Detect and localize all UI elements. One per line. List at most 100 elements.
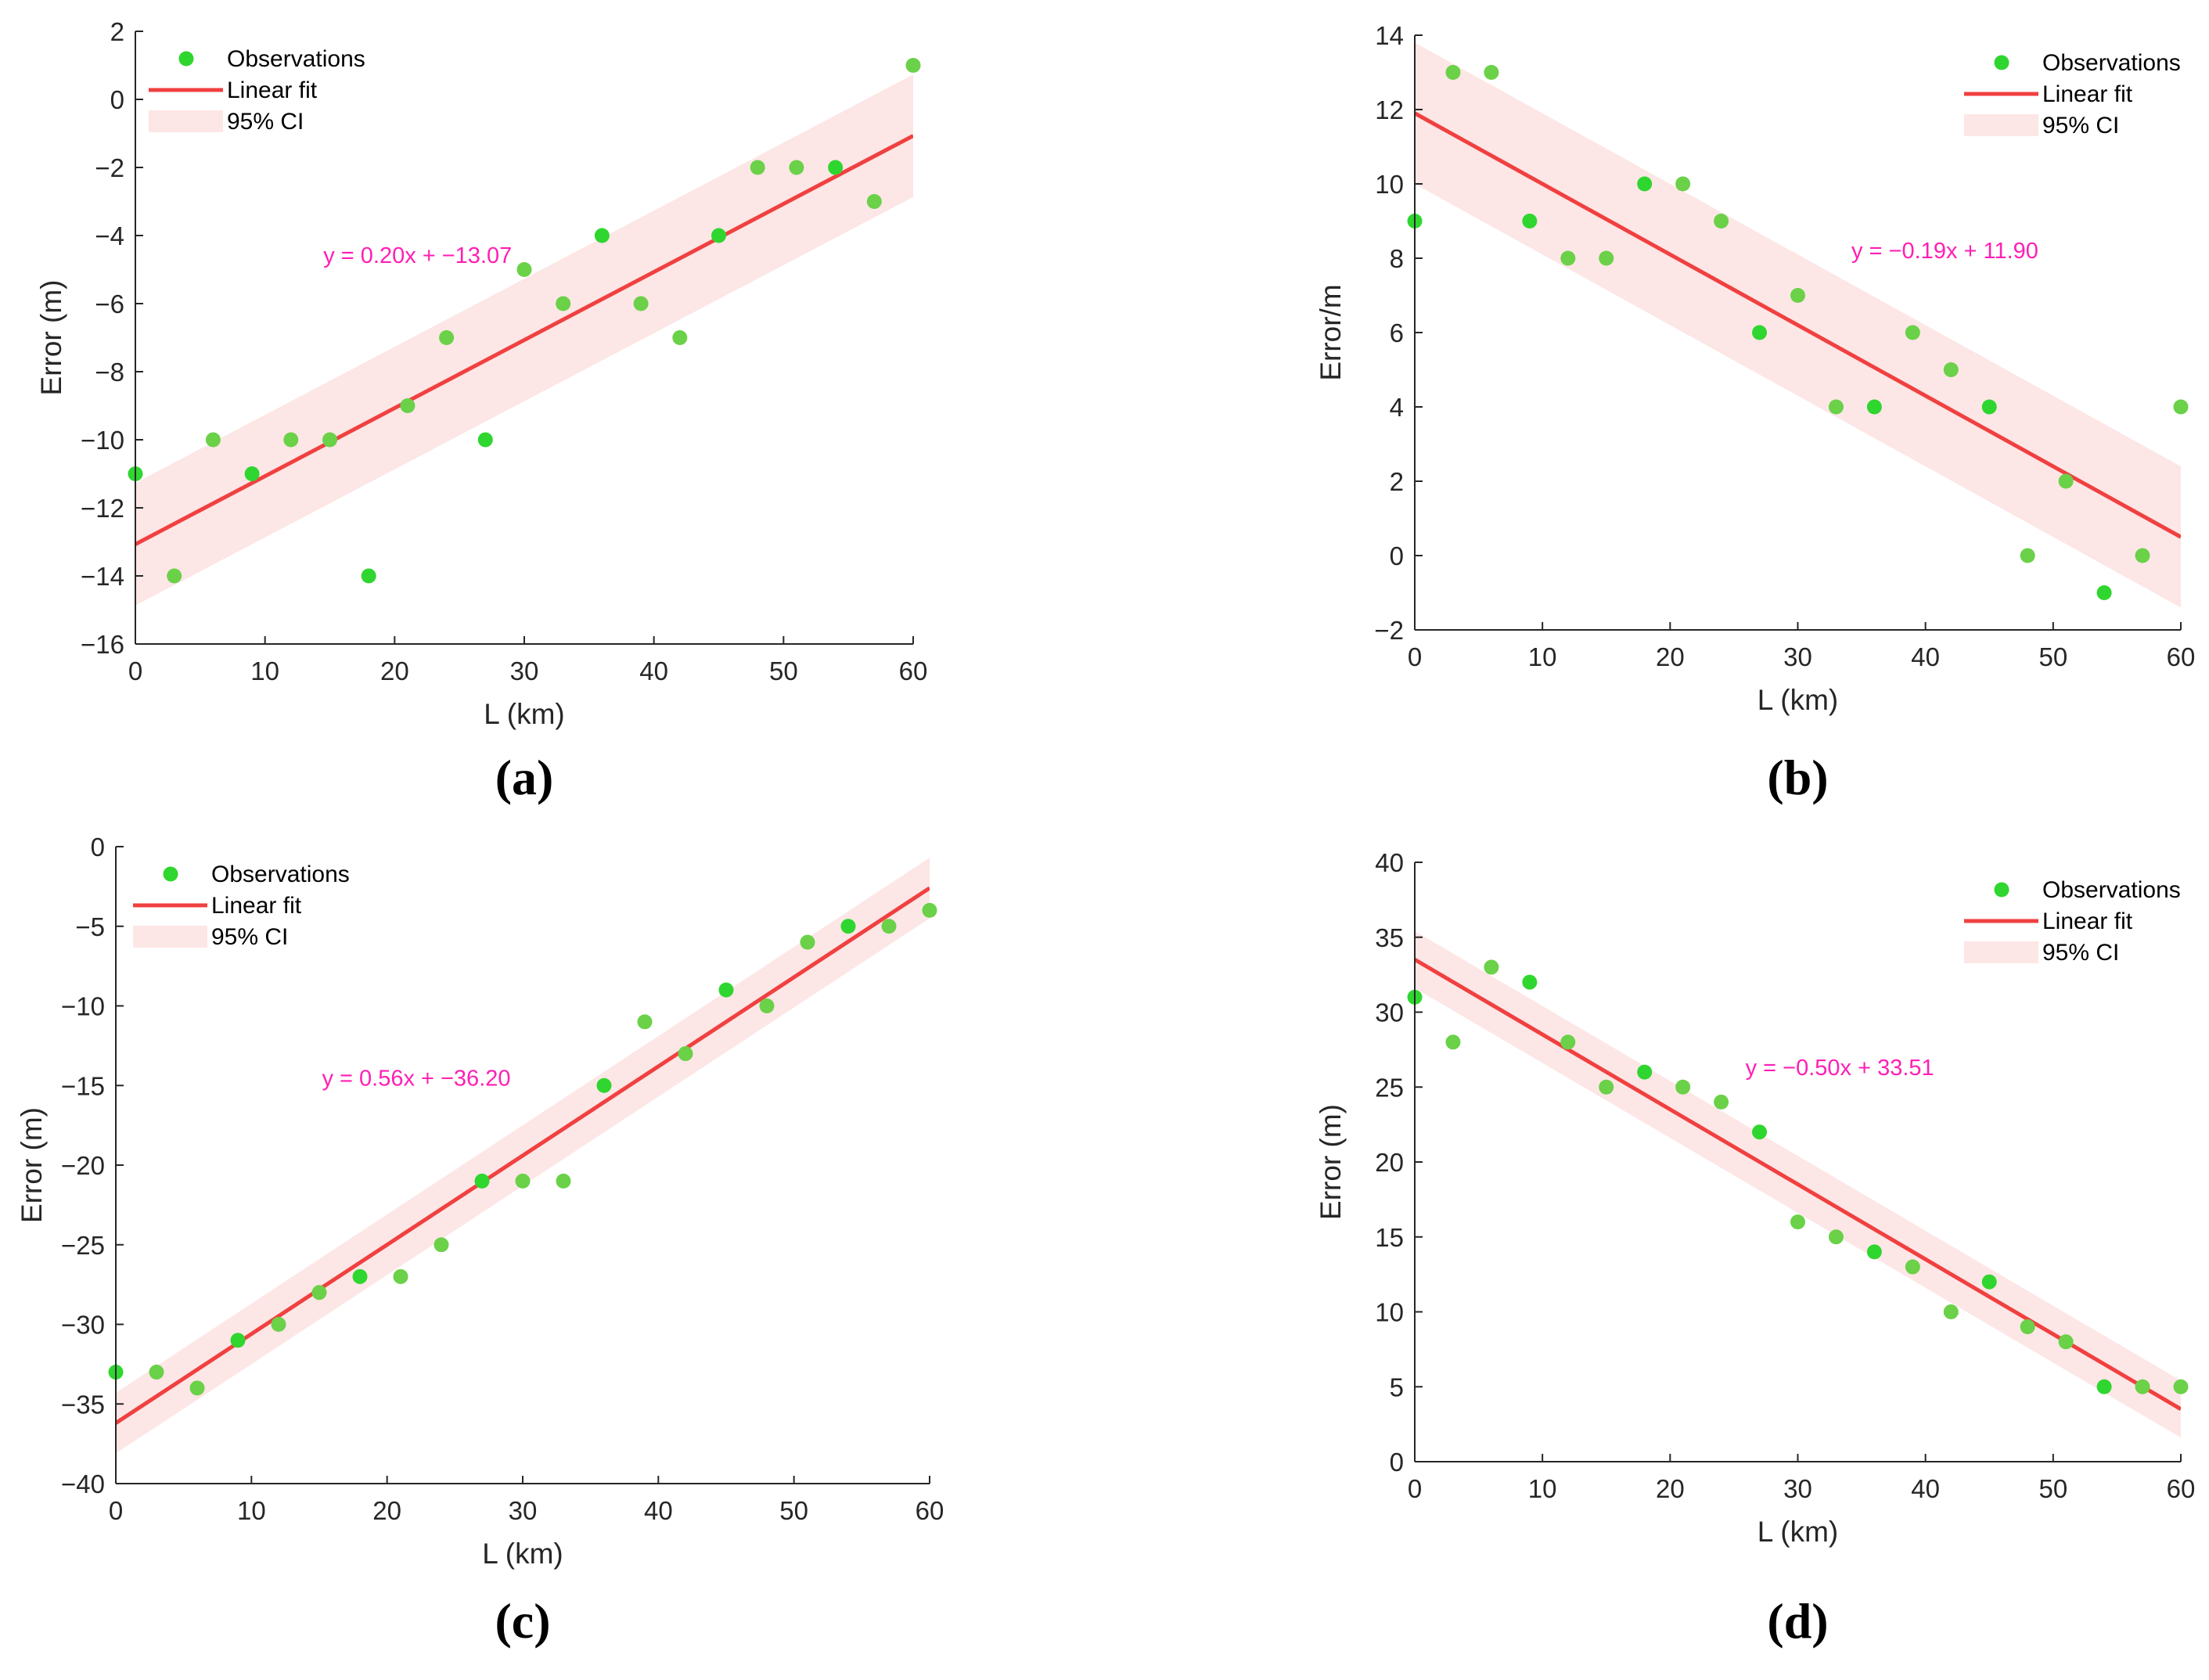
panel-label: (a) [495,750,554,805]
data-point [678,1046,693,1062]
x-tick-label: 50 [2038,1474,2067,1503]
data-point [189,1380,205,1396]
y-tick-label: −35 [61,1390,105,1419]
y-tick-label: 10 [1375,1298,1404,1327]
legend-label: 95% CI [211,924,288,950]
legend-label: 95% CI [2042,113,2119,139]
y-tick-label: 0 [91,833,105,862]
y-tick-label: 30 [1375,998,1404,1027]
data-point [2096,585,2112,600]
x-tick-label: 0 [1408,642,1422,671]
data-point [1981,1274,1997,1290]
plot-area [116,858,930,1454]
x-tick-label: 30 [509,1496,538,1525]
panel-a: 0 10 20 30 40 50 60 −16 −14 −12 −10 −8 −6 −4 −2 0 2 L (km… [35,17,927,805]
legend-label: Linear fit [227,77,318,103]
fit-line [1415,958,2181,1411]
data-point [271,1317,286,1332]
data-point [594,228,610,243]
y-tick-label: −8 [95,358,124,387]
data-point [167,568,182,584]
y-tick-label: −20 [61,1151,105,1180]
data-point [1714,214,1729,228]
x-tick-label: 10 [250,657,279,685]
x-tick-label: 20 [380,657,409,685]
data-point [1560,1034,1576,1050]
y-axis-label: Error (m) [16,1107,48,1223]
y-tick-label: −40 [61,1470,105,1498]
x-tick-label: 30 [1783,642,1812,671]
panel-label: (b) [1767,750,1828,805]
fit-line [1415,111,2181,539]
data-point [1599,250,1614,266]
panel-c: 0 10 20 30 40 50 60 −40 −35 −30 −25 −20 −15 −10 −5 0 L (… [16,833,944,1649]
legend-label: Linear fit [2042,81,2133,107]
legend-label: 95% CI [227,109,304,135]
y-tick-label: −14 [81,562,124,591]
data-point [2096,1379,2112,1394]
data-point [1828,1229,1844,1245]
fit-line [116,886,930,1425]
y-tick-label: 0 [1390,541,1404,570]
x-tick-label: 20 [1656,1474,1685,1503]
data-point [633,296,649,311]
y-tick-label: 20 [1375,1148,1404,1177]
data-point [515,1173,531,1189]
data-point [439,330,455,345]
y-tick-label: −12 [81,494,124,523]
data-point [596,1077,612,1093]
x-tick-label: 20 [1656,642,1685,671]
data-point [1484,959,1499,975]
y-tick-label: 4 [1390,393,1404,422]
data-point [516,262,532,277]
data-point [311,1285,327,1300]
data-point [637,1014,653,1030]
x-tick-label: 40 [644,1496,673,1525]
data-point [1675,1079,1691,1095]
x-tick-label: 60 [2167,1474,2196,1503]
data-point [230,1333,246,1348]
y-tick-label: 5 [1390,1372,1404,1401]
legend-swatch-ci [1964,941,2038,963]
plot-area [1415,930,2181,1438]
data-point [1943,362,1959,377]
x-tick-label: 0 [1408,1474,1422,1503]
x-axis-label: L (km) [1757,684,1838,716]
data-point [1522,214,1538,228]
x-tick-label: 60 [899,657,928,685]
data-point [352,1268,368,1284]
legend-label: Linear fit [2042,908,2133,934]
fit-equation: y = −0.19x + 11.90 [1851,239,2038,264]
data-point [800,934,815,950]
y-tick-label: −16 [81,630,124,659]
data-point [434,1237,449,1253]
y-tick-label: 6 [1390,318,1404,347]
y-tick-label: −4 [95,221,124,250]
x-tick-label: 30 [1783,1474,1812,1503]
data-point [2173,399,2189,415]
data-point [881,919,897,934]
data-point [1675,176,1691,192]
data-point [750,160,765,175]
y-tick-label: −30 [61,1311,105,1340]
y-tick-label: 35 [1375,923,1404,952]
legend-swatch-observations [178,51,194,67]
x-tick-label: 40 [639,657,668,685]
y-tick-label: −5 [75,912,105,941]
plot-area [135,74,913,606]
y-axis-label: Error (m) [1315,1104,1347,1220]
x-tick-label: 60 [916,1496,944,1525]
y-tick-label: −2 [95,153,124,182]
plot-area [1415,42,2181,608]
x-tick-label: 10 [1528,642,1557,671]
y-tick-label: 0 [110,85,124,114]
data-point [1981,399,1997,415]
data-point [2135,548,2150,563]
x-tick-label: 50 [779,1496,808,1525]
data-point [1445,1034,1461,1050]
legend-swatch-observations [1994,882,2009,898]
legend-swatch-ci [133,926,207,948]
x-tick-label: 40 [1911,1474,1940,1503]
data-point [556,296,571,311]
